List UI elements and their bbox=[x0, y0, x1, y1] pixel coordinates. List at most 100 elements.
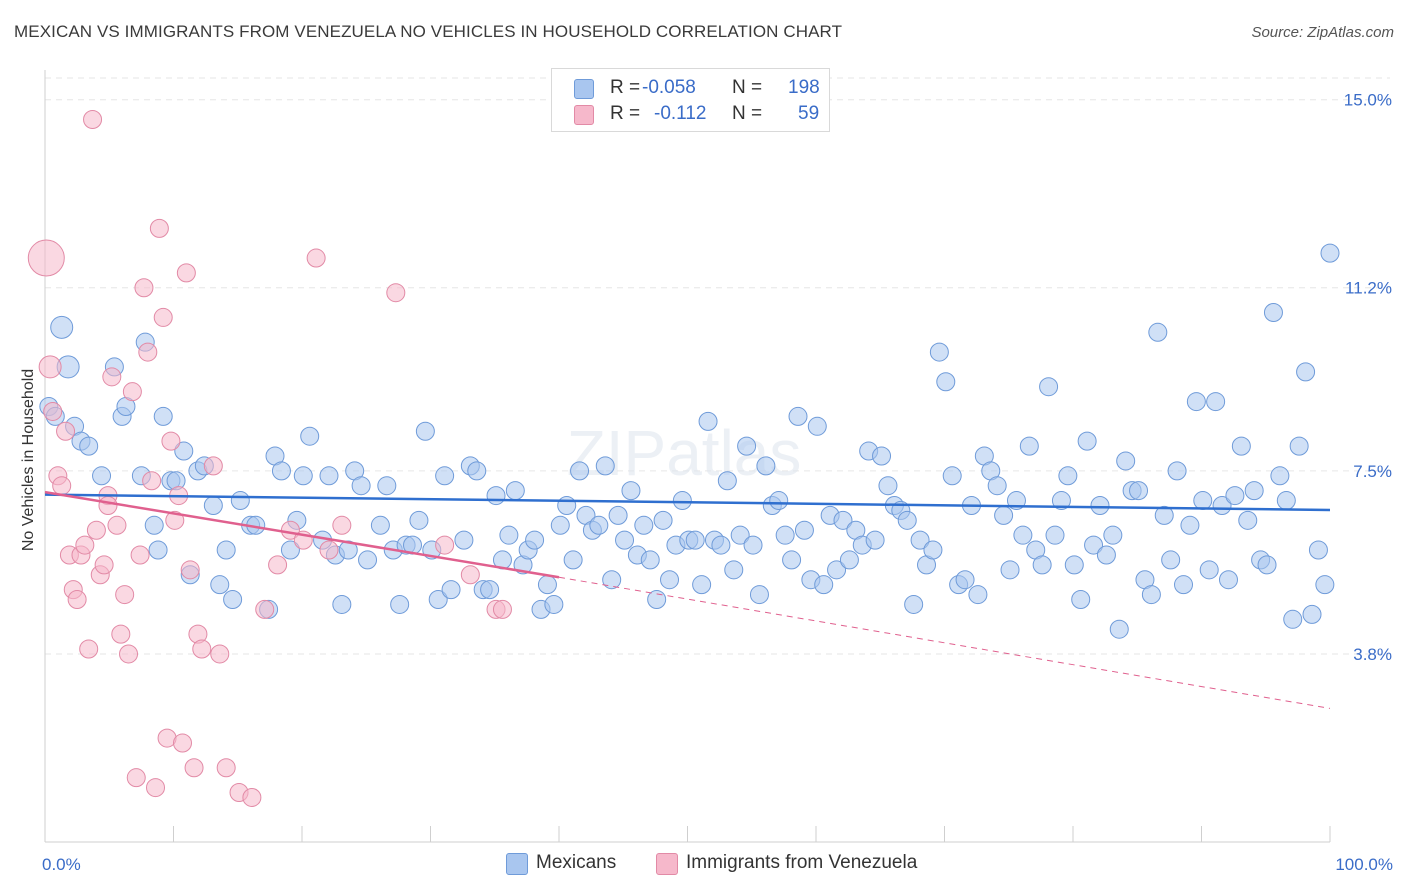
data-point bbox=[1238, 510, 1258, 530]
y-tick-labels: 3.8% 7.5% 11.2% 15.0% bbox=[1344, 91, 1392, 664]
legend-r-value: -0.058 bbox=[642, 77, 696, 98]
data-point bbox=[119, 644, 139, 664]
data-point bbox=[306, 248, 326, 268]
data-point bbox=[1116, 451, 1136, 471]
data-point bbox=[756, 456, 776, 476]
data-point bbox=[942, 466, 962, 486]
data-point bbox=[672, 491, 692, 511]
data-point bbox=[1039, 377, 1059, 397]
data-point bbox=[102, 367, 122, 387]
data-point bbox=[1186, 392, 1206, 412]
data-point bbox=[111, 624, 131, 644]
data-point bbox=[1032, 555, 1052, 575]
correlation-legend: R = -0.058 N = 198 R = -0.112 N = 59 bbox=[551, 68, 830, 132]
bottom-legend-swatch-mexicans bbox=[506, 853, 528, 875]
data-point bbox=[692, 575, 712, 595]
data-point bbox=[1270, 466, 1290, 486]
data-point bbox=[525, 530, 545, 550]
data-point bbox=[38, 355, 62, 379]
data-point bbox=[1244, 481, 1264, 501]
data-point bbox=[153, 307, 173, 327]
data-point bbox=[172, 733, 192, 753]
data-point bbox=[144, 515, 164, 535]
legend-r-value: -0.112 bbox=[654, 103, 707, 124]
y-tick-label: 3.8% bbox=[1353, 645, 1392, 664]
trend-line-venezuela-extended bbox=[558, 576, 1331, 709]
grid-lines bbox=[45, 77, 1390, 655]
data-point bbox=[878, 476, 898, 496]
data-point bbox=[730, 525, 750, 545]
y-axis-label: No Vehicles in Household bbox=[20, 368, 37, 552]
data-point bbox=[300, 426, 320, 446]
data-point bbox=[210, 644, 230, 664]
y-tick-label: 15.0% bbox=[1344, 91, 1392, 110]
data-point bbox=[332, 594, 352, 614]
data-point bbox=[1199, 560, 1219, 580]
data-point bbox=[1289, 436, 1309, 456]
legend-r-label: R = bbox=[610, 77, 641, 98]
data-point bbox=[1231, 436, 1251, 456]
data-point bbox=[743, 535, 763, 555]
data-point bbox=[467, 461, 487, 481]
data-point bbox=[1103, 525, 1123, 545]
data-point bbox=[653, 510, 673, 530]
data-point bbox=[1302, 604, 1322, 624]
data-point bbox=[390, 594, 410, 614]
data-point bbox=[711, 535, 731, 555]
data-point bbox=[319, 466, 339, 486]
data-point bbox=[75, 535, 95, 555]
data-point bbox=[788, 406, 808, 426]
venezuela-points bbox=[27, 109, 512, 807]
data-point bbox=[98, 495, 118, 515]
y-tick-label: 11.2% bbox=[1345, 279, 1392, 298]
data-point bbox=[1167, 461, 1187, 481]
data-point bbox=[134, 278, 154, 298]
data-point bbox=[1225, 486, 1245, 506]
data-point bbox=[717, 471, 737, 491]
data-point bbox=[595, 456, 615, 476]
data-point bbox=[550, 515, 570, 535]
data-point bbox=[544, 594, 564, 614]
data-point bbox=[794, 520, 814, 540]
data-point bbox=[839, 550, 859, 570]
legend-n-label: N = bbox=[732, 103, 763, 124]
data-point bbox=[216, 540, 236, 560]
data-point bbox=[634, 515, 654, 535]
data-point bbox=[589, 515, 609, 535]
data-point bbox=[386, 283, 406, 303]
data-point bbox=[782, 550, 802, 570]
data-point bbox=[499, 525, 519, 545]
data-point bbox=[435, 466, 455, 486]
data-point bbox=[833, 510, 853, 530]
data-point bbox=[428, 590, 448, 610]
data-point bbox=[255, 599, 275, 619]
data-point bbox=[79, 639, 99, 659]
data-point bbox=[537, 575, 557, 595]
data-point bbox=[27, 239, 65, 277]
data-point bbox=[242, 787, 262, 807]
data-point bbox=[865, 530, 885, 550]
data-point bbox=[161, 431, 181, 451]
data-point bbox=[79, 436, 99, 456]
data-point bbox=[1180, 515, 1200, 535]
source-label: Source: ZipAtlas.com bbox=[1251, 24, 1394, 41]
data-point bbox=[441, 580, 461, 600]
data-point bbox=[1129, 481, 1149, 501]
trend-line-mexicans bbox=[44, 493, 1331, 512]
data-point bbox=[94, 555, 114, 575]
data-point bbox=[1174, 575, 1194, 595]
data-point bbox=[724, 560, 744, 580]
data-point bbox=[563, 550, 583, 570]
data-point bbox=[351, 476, 371, 496]
data-point bbox=[184, 758, 204, 778]
data-point bbox=[1019, 436, 1039, 456]
trend-line-venezuela bbox=[44, 490, 560, 579]
data-point bbox=[148, 540, 168, 560]
x-tick-label: 100.0% bbox=[1335, 855, 1393, 874]
data-point bbox=[67, 590, 87, 610]
trend-lines bbox=[44, 490, 1331, 709]
data-point bbox=[50, 315, 74, 339]
data-point bbox=[827, 560, 847, 580]
data-point bbox=[332, 515, 352, 535]
data-point bbox=[994, 505, 1014, 525]
